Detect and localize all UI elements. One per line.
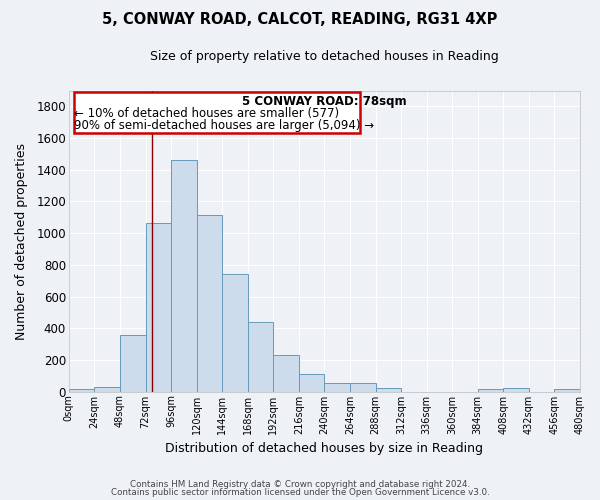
- Bar: [197, 215, 222, 392]
- Text: 90% of semi-detached houses are larger (5,094) →: 90% of semi-detached houses are larger (…: [74, 119, 374, 132]
- X-axis label: Distribution of detached houses by size in Reading: Distribution of detached houses by size …: [166, 442, 484, 455]
- Text: Contains HM Land Registry data © Crown copyright and database right 2024.: Contains HM Land Registry data © Crown c…: [130, 480, 470, 489]
- Text: 5 CONWAY ROAD: 78sqm: 5 CONWAY ROAD: 78sqm: [242, 95, 407, 108]
- Bar: [94, 387, 120, 392]
- Bar: [248, 322, 274, 392]
- Bar: [376, 388, 401, 392]
- Bar: [503, 388, 529, 392]
- FancyBboxPatch shape: [74, 92, 360, 132]
- Bar: [554, 390, 580, 392]
- Text: 5, CONWAY ROAD, CALCOT, READING, RG31 4XP: 5, CONWAY ROAD, CALCOT, READING, RG31 4X…: [103, 12, 497, 28]
- Text: ← 10% of detached houses are smaller (577): ← 10% of detached houses are smaller (57…: [74, 107, 339, 120]
- Y-axis label: Number of detached properties: Number of detached properties: [15, 142, 28, 340]
- Bar: [299, 374, 325, 392]
- Bar: [350, 383, 376, 392]
- Bar: [146, 223, 171, 392]
- Text: Contains public sector information licensed under the Open Government Licence v3: Contains public sector information licen…: [110, 488, 490, 497]
- Title: Size of property relative to detached houses in Reading: Size of property relative to detached ho…: [150, 50, 499, 63]
- Bar: [325, 383, 350, 392]
- Bar: [478, 390, 503, 392]
- Bar: [120, 334, 146, 392]
- Bar: [69, 390, 94, 392]
- Bar: [171, 160, 197, 392]
- Bar: [222, 274, 248, 392]
- Bar: [274, 355, 299, 392]
